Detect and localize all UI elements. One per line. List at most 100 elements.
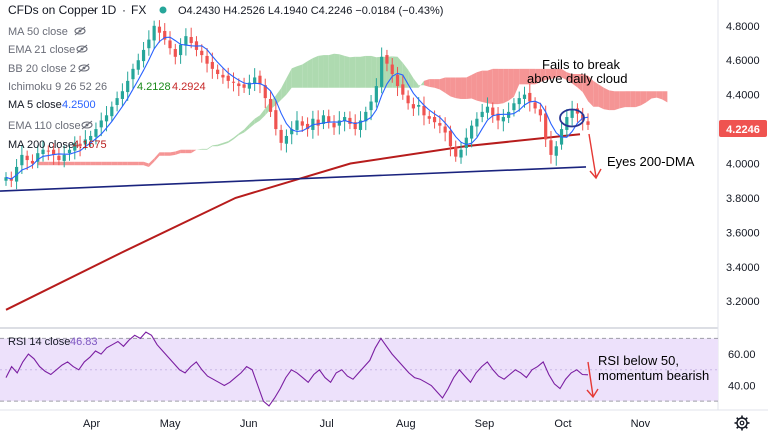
candle-body — [131, 68, 135, 80]
candle-body — [385, 55, 389, 64]
eye-slash-icon[interactable] — [81, 120, 93, 130]
support-trendline[interactable] — [0, 166, 587, 192]
legend-label: EMA 110 close — [8, 120, 81, 132]
rsi-line[interactable] — [5, 331, 589, 407]
candle-body — [25, 155, 29, 161]
annotation-cloud-line2: above daily cloud — [527, 71, 627, 86]
ichimoku-cloud-segment — [429, 79, 435, 88]
ichimoku-cloud-segment — [170, 151, 176, 156]
price-tick-label: 4.0000 — [726, 159, 760, 171]
candle-body — [110, 106, 114, 117]
candle-body — [374, 86, 378, 103]
eye-slash-icon[interactable] — [74, 26, 86, 36]
ichimoku-cloud-segment — [127, 161, 133, 166]
candle-body — [258, 75, 262, 85]
ichimoku-cloud-segment — [80, 161, 86, 166]
legend-row-bb20[interactable]: BB 20 close 2 — [8, 63, 90, 75]
candle-body — [565, 117, 569, 130]
symbol-title[interactable]: CFDs on Copper — [8, 3, 98, 17]
ichimoku-cloud-segment — [619, 91, 626, 109]
candle-body — [184, 36, 188, 46]
legend-row-ma50[interactable]: MA 50 close — [8, 26, 86, 38]
candle-body — [173, 49, 177, 57]
rsi-legend[interactable]: RSI 14 close 46.83 — [8, 336, 98, 348]
candle-body — [163, 30, 167, 40]
highlight-circle — [559, 108, 585, 128]
gear-icon[interactable] — [734, 415, 750, 431]
candle-body — [205, 55, 209, 64]
annotation-rsi-line1: RSI below 50, — [598, 353, 679, 368]
price-tick-label: 4.4000 — [726, 90, 760, 102]
ichimoku-cloud-segment — [334, 53, 340, 88]
candle-body — [300, 121, 304, 126]
candle-body — [57, 155, 61, 161]
ichimoku-cloud-segment — [207, 145, 213, 150]
candle-body — [136, 60, 140, 70]
ichimoku-cloud-segment — [101, 161, 107, 166]
ichimoku-cloud-segment — [159, 152, 165, 156]
rsi-tick-label: 40.00 — [728, 380, 756, 392]
candle-body — [485, 106, 490, 113]
eye-slash-icon[interactable] — [78, 63, 90, 73]
candle-body — [432, 117, 437, 123]
candle-body — [94, 129, 98, 137]
rsi-value: 46.83 — [70, 336, 98, 348]
candle-body — [470, 125, 474, 139]
legend-row-ma200[interactable]: MA 200 close 4.1675 — [8, 139, 107, 151]
last-price-tag[interactable]: 4.2246 — [719, 120, 767, 137]
ichimoku-cloud-segment — [138, 161, 144, 166]
time-tick-label: Jul — [320, 418, 334, 430]
time-tick-label: Aug — [396, 418, 416, 430]
time-tick-label: Apr — [83, 418, 100, 430]
candle-body — [528, 92, 532, 102]
candle-body — [147, 39, 151, 49]
candle-body — [268, 98, 273, 112]
ichimoku-cloud-segment — [307, 58, 313, 88]
arrow-down-icon — [586, 361, 599, 399]
ichimoku-cloud-segment — [217, 142, 223, 147]
ichimoku-cloud-segment — [191, 149, 197, 154]
eye-slash-icon[interactable] — [76, 44, 88, 54]
candle-body — [247, 82, 251, 89]
legend-row-ema21[interactable]: EMA 21 close — [8, 44, 88, 56]
ichimoku-cloud-segment — [328, 53, 335, 88]
ichimoku-cloud-segment — [492, 68, 499, 105]
legend-row-ema110[interactable]: EMA 110 close — [8, 120, 93, 132]
candle-body — [104, 115, 109, 122]
ichimoku-cloud-segment — [196, 148, 202, 150]
legend-row-ma5[interactable]: MA 5 close 4.2500 — [8, 99, 96, 111]
ichimoku-cloud-segment — [259, 108, 266, 121]
candle-body — [89, 135, 93, 141]
candle-body — [364, 111, 368, 122]
ichimoku-cloud-segment — [85, 161, 91, 166]
ma5-line[interactable] — [5, 36, 589, 180]
ichimoku-cloud-segment — [238, 129, 245, 136]
ichimoku-cloud-segment — [418, 80, 424, 88]
candle-body — [14, 166, 19, 182]
ma200-line[interactable] — [5, 133, 581, 311]
ichimoku-cloud-segment — [212, 144, 218, 147]
ohlc-readout: O4.2430 H4.2526 L4.1940 C4.2246 −0.0184 … — [178, 5, 443, 17]
candle-body — [522, 94, 527, 99]
ichimoku-cloud-segment — [577, 74, 583, 93]
candle-body — [179, 44, 183, 56]
arrow-down-icon — [588, 133, 602, 180]
interval-label[interactable]: 1D — [101, 3, 117, 17]
legend-label: EMA 21 close — [8, 44, 75, 56]
time-tick-label: Sep — [475, 418, 495, 430]
ichimoku-value-b: 4.2924 — [172, 81, 206, 93]
price-tick-label: 4.6000 — [726, 55, 760, 67]
candle-body — [507, 111, 511, 118]
ichimoku-cloud-segment — [90, 161, 96, 166]
legend-row-ichimoku[interactable]: Ichimoku 9 26 52 26 4.2128 4.2924 — [8, 81, 206, 93]
ichimoku-cloud-segment — [143, 161, 149, 167]
ichimoku-cloud-segment — [572, 74, 578, 88]
candle-body — [141, 49, 146, 62]
source-label: FX — [131, 3, 146, 17]
price-tick-label: 4.8000 — [726, 21, 760, 33]
ichimoku-cloud-segment — [349, 56, 356, 88]
ichimoku-cloud-segment — [185, 149, 192, 154]
ichimoku-cloud-segment — [291, 66, 297, 88]
ichimoku-cloud-segment — [275, 88, 282, 105]
ichimoku-cloud-segment — [609, 90, 615, 111]
